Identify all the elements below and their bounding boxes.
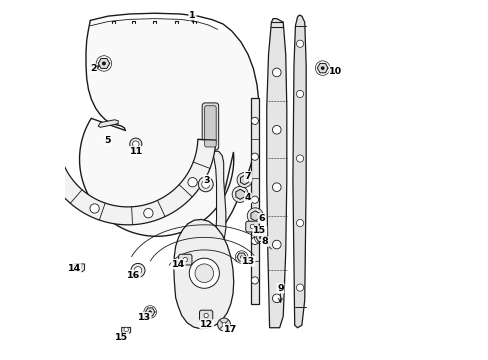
- Polygon shape: [80, 19, 258, 237]
- Circle shape: [251, 237, 258, 244]
- Circle shape: [55, 172, 64, 181]
- Circle shape: [251, 196, 258, 203]
- Circle shape: [90, 204, 99, 213]
- Polygon shape: [317, 63, 327, 73]
- Polygon shape: [98, 120, 118, 127]
- Circle shape: [259, 236, 262, 239]
- Circle shape: [183, 257, 187, 262]
- FancyBboxPatch shape: [245, 221, 259, 232]
- Circle shape: [240, 256, 243, 259]
- Circle shape: [296, 220, 303, 226]
- Circle shape: [272, 183, 281, 192]
- Polygon shape: [255, 233, 265, 242]
- Circle shape: [272, 68, 281, 77]
- Polygon shape: [292, 15, 305, 328]
- FancyBboxPatch shape: [202, 103, 218, 150]
- Circle shape: [247, 208, 263, 224]
- Text: 4: 4: [244, 193, 251, 202]
- Circle shape: [187, 177, 197, 187]
- Circle shape: [132, 141, 139, 147]
- Circle shape: [202, 180, 209, 188]
- Polygon shape: [266, 19, 286, 328]
- Polygon shape: [174, 220, 233, 329]
- Circle shape: [195, 264, 213, 283]
- Circle shape: [203, 314, 208, 318]
- Polygon shape: [250, 98, 258, 304]
- Text: 15: 15: [115, 333, 128, 342]
- Polygon shape: [74, 264, 84, 272]
- Text: 14: 14: [171, 260, 184, 269]
- Text: 16: 16: [126, 270, 140, 279]
- Circle shape: [251, 153, 258, 160]
- Polygon shape: [235, 189, 244, 199]
- Circle shape: [250, 225, 254, 229]
- Circle shape: [102, 62, 106, 66]
- Circle shape: [148, 310, 151, 314]
- Circle shape: [272, 240, 281, 249]
- Circle shape: [237, 172, 251, 188]
- Text: 3: 3: [203, 176, 210, 185]
- FancyBboxPatch shape: [178, 254, 192, 265]
- Polygon shape: [122, 327, 130, 334]
- Circle shape: [77, 264, 81, 269]
- Text: 12: 12: [200, 320, 213, 329]
- Text: 13: 13: [241, 257, 254, 266]
- Circle shape: [124, 327, 128, 332]
- Text: 8: 8: [261, 237, 268, 246]
- Text: 11: 11: [129, 147, 142, 156]
- Polygon shape: [250, 211, 259, 221]
- Polygon shape: [237, 253, 246, 261]
- Circle shape: [129, 138, 142, 150]
- FancyBboxPatch shape: [204, 106, 216, 147]
- Circle shape: [320, 66, 324, 70]
- Text: 5: 5: [104, 136, 111, 145]
- Polygon shape: [145, 308, 155, 316]
- Text: 10: 10: [329, 67, 342, 76]
- Text: 15: 15: [253, 226, 266, 235]
- Circle shape: [251, 277, 258, 284]
- Text: 13: 13: [137, 313, 150, 322]
- Circle shape: [296, 284, 303, 291]
- Polygon shape: [240, 175, 248, 185]
- Circle shape: [189, 258, 219, 288]
- Circle shape: [296, 155, 303, 162]
- Text: 9: 9: [277, 284, 283, 293]
- Circle shape: [143, 208, 153, 218]
- Circle shape: [222, 323, 225, 327]
- Circle shape: [296, 90, 303, 98]
- Circle shape: [272, 126, 281, 134]
- Text: 17: 17: [223, 325, 236, 334]
- Polygon shape: [98, 58, 109, 68]
- Circle shape: [251, 117, 258, 125]
- Circle shape: [232, 186, 248, 202]
- Circle shape: [296, 40, 303, 47]
- Polygon shape: [40, 126, 215, 225]
- Circle shape: [217, 318, 230, 331]
- Polygon shape: [211, 151, 225, 238]
- Circle shape: [272, 294, 281, 303]
- FancyBboxPatch shape: [199, 310, 212, 321]
- Text: 7: 7: [244, 172, 251, 181]
- Circle shape: [198, 177, 213, 192]
- Text: 1: 1: [189, 10, 195, 19]
- Text: 2: 2: [90, 64, 96, 73]
- Text: 6: 6: [258, 214, 264, 223]
- Circle shape: [131, 264, 144, 277]
- Circle shape: [134, 267, 142, 274]
- Text: 14: 14: [67, 264, 81, 273]
